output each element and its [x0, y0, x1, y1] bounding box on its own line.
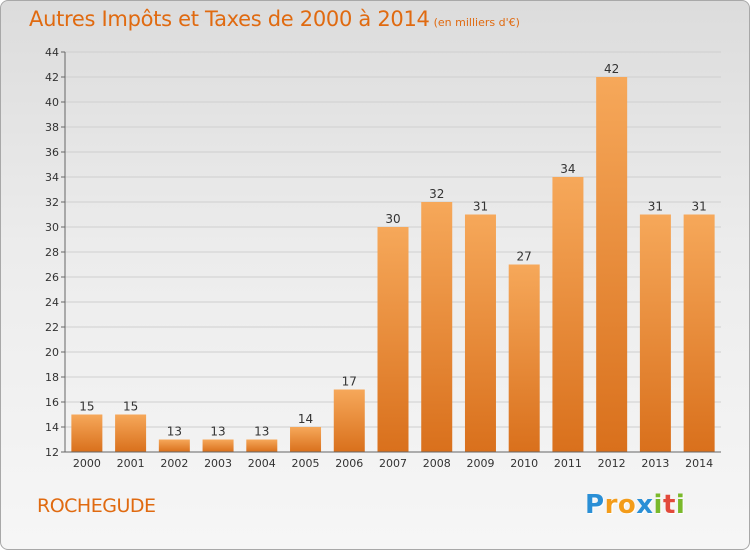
y-tick-label: 14 [45, 421, 59, 434]
data-label: 13 [254, 425, 269, 439]
x-tick-label: 2014 [685, 457, 713, 470]
chart-title-text: Autres Impôts et Taxes de 2000 à 2014 [29, 7, 430, 31]
data-label: 13 [210, 425, 225, 439]
logo-letter: i [653, 490, 663, 520]
data-label: 31 [648, 200, 663, 214]
logo-letter: i [675, 490, 686, 520]
y-tick-label: 22 [45, 321, 59, 334]
bar-2002 [158, 439, 190, 452]
data-label: 17 [342, 375, 357, 389]
x-tick-label: 2012 [598, 457, 626, 470]
logo-letter: r [604, 490, 618, 520]
data-label: 32 [429, 187, 444, 201]
y-tick-label: 28 [45, 246, 59, 259]
y-tick-label: 44 [45, 46, 59, 59]
x-tick-label: 2003 [204, 457, 232, 470]
bar-2008 [421, 202, 453, 452]
y-tick-label: 24 [45, 296, 59, 309]
data-label: 30 [385, 212, 400, 226]
logo-letter: x [636, 490, 654, 520]
x-tick-label: 2013 [641, 457, 669, 470]
x-tick-label: 2009 [466, 457, 494, 470]
bar-2005 [290, 427, 322, 452]
x-tick-label: 2005 [292, 457, 320, 470]
bar-2012 [596, 77, 628, 452]
y-tick-label: 20 [45, 346, 59, 359]
bar-2011 [552, 177, 584, 452]
x-tick-label: 2006 [335, 457, 363, 470]
x-tick-label: 2011 [554, 457, 582, 470]
data-label: 14 [298, 412, 313, 426]
data-label: 15 [123, 400, 138, 414]
logo-letter: o [617, 490, 637, 520]
y-tick-label: 36 [45, 146, 59, 159]
data-label: 34 [560, 162, 575, 176]
y-tick-label: 12 [45, 446, 59, 459]
bar-2001 [115, 414, 147, 452]
data-label: 27 [517, 250, 532, 264]
y-tick-label: 40 [45, 96, 59, 109]
y-tick-label: 42 [45, 71, 59, 84]
x-tick-label: 2008 [423, 457, 451, 470]
x-tick-label: 2000 [73, 457, 101, 470]
bar-2013 [639, 214, 671, 452]
proxiti-logo: Proxiti [585, 490, 685, 520]
y-tick-label: 26 [45, 271, 59, 284]
logo-letter: t [662, 490, 676, 520]
bar-2010 [508, 264, 540, 452]
x-tick-label: 2007 [379, 457, 407, 470]
y-tick-label: 16 [45, 396, 59, 409]
y-tick-label: 34 [45, 171, 59, 184]
location-name: ROCHEGUDE [37, 495, 156, 517]
y-tick-label: 38 [45, 121, 59, 134]
bar-2004 [246, 439, 278, 452]
y-tick-label: 18 [45, 371, 59, 384]
data-label: 31 [691, 200, 706, 214]
data-label: 15 [79, 400, 94, 414]
data-label: 42 [604, 62, 619, 76]
data-label: 31 [473, 200, 488, 214]
bar-2009 [464, 214, 496, 452]
x-tick-label: 2004 [248, 457, 276, 470]
bar-2000 [71, 414, 103, 452]
x-tick-label: 2010 [510, 457, 538, 470]
logo-letter: P [585, 490, 605, 520]
x-tick-label: 2001 [117, 457, 145, 470]
chart-title: Autres Impôts et Taxes de 2000 à 2014 (en… [29, 7, 520, 31]
data-label: 13 [167, 425, 182, 439]
bar-2014 [683, 214, 715, 452]
x-tick-label: 2002 [160, 457, 188, 470]
y-tick-label: 32 [45, 196, 59, 209]
bar-2003 [202, 439, 234, 452]
bar-2006 [333, 389, 365, 452]
y-tick-label: 30 [45, 221, 59, 234]
chart-subtitle: (en milliers d'€) [433, 16, 520, 29]
bar-2007 [377, 227, 409, 452]
